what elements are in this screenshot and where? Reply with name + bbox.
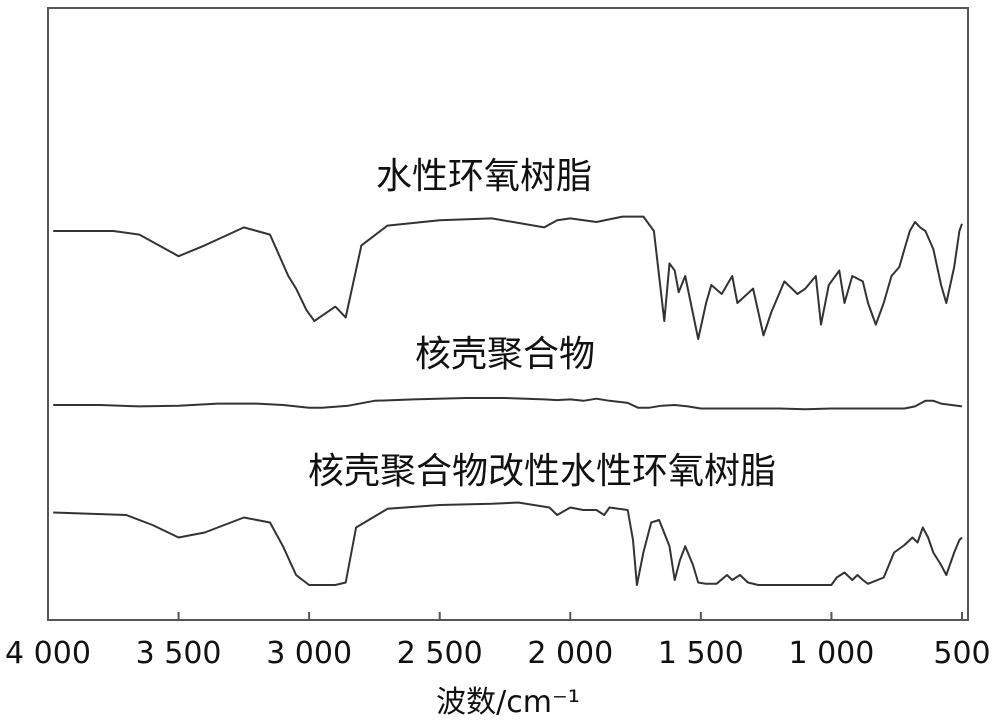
plot-frame	[47, 7, 969, 621]
x-tick-label: 4 000	[5, 636, 91, 671]
x-tick-label: 500	[933, 636, 990, 671]
x-ticks: 4 000 3 500 3 000 2 500 2 000 1 500 1 000 500	[5, 612, 991, 671]
x-tick-label: 3 000	[266, 636, 352, 671]
x-tick-label: 2 500	[397, 636, 483, 671]
x-tick-label: 1 500	[658, 636, 744, 671]
x-tick-label: 3 500	[136, 636, 222, 671]
spectra-series	[53, 215, 963, 586]
x-axis-label: 波数/cm⁻¹	[436, 685, 580, 720]
x-tick-label: 1 000	[788, 636, 874, 671]
series-label-3: 核壳聚合物改性水性环氧树脂	[308, 451, 776, 492]
spectrum-line-2	[53, 397, 963, 411]
x-tick-label: 2 000	[527, 636, 613, 671]
series-label-2: 核壳聚合物	[415, 334, 595, 375]
spectrum-line-3	[53, 501, 963, 586]
series-label-1: 水性环氧树脂	[376, 156, 592, 197]
spectrum-line-1	[53, 215, 963, 340]
